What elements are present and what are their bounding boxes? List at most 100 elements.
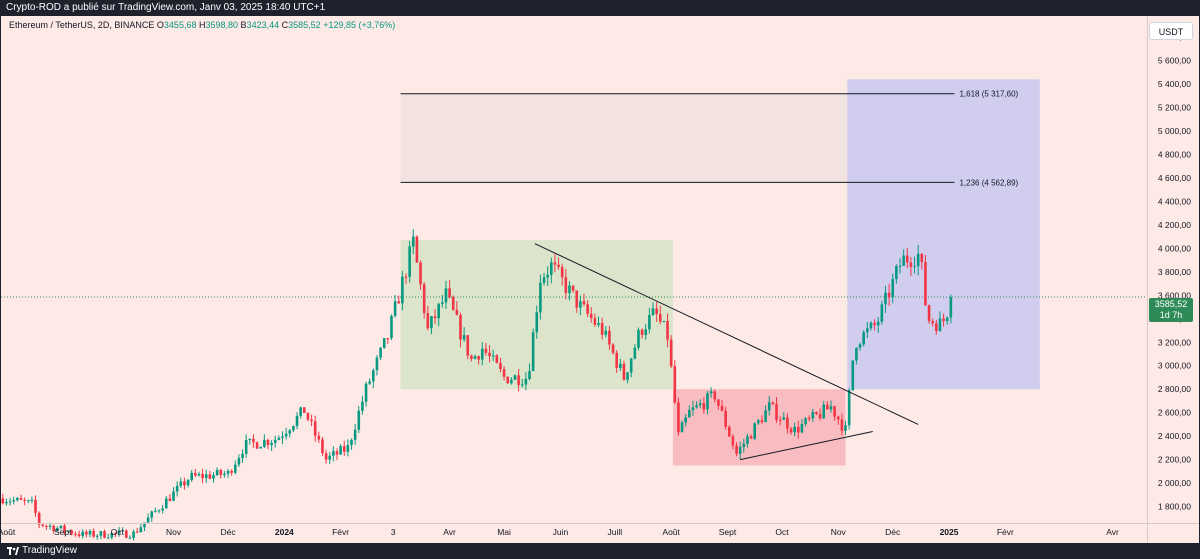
candle-down — [887, 283, 891, 306]
candle-down — [310, 414, 313, 427]
candle-up — [546, 266, 549, 286]
x-tick-label: Déc — [885, 527, 901, 537]
candle-body — [520, 384, 524, 386]
x-tick-label: Août — [1, 527, 16, 537]
candle-body — [706, 393, 709, 410]
candle-body — [931, 321, 934, 324]
candle-body — [411, 236, 415, 247]
candle-up — [913, 256, 916, 274]
candle-body — [244, 440, 248, 454]
candle-down — [70, 529, 74, 536]
currency-unit-button[interactable]: USDT — [1149, 22, 1193, 40]
candle-body — [513, 375, 517, 380]
candle-down — [183, 477, 186, 490]
candle-down — [589, 307, 593, 323]
candle-body — [746, 436, 749, 444]
candle-body — [150, 511, 154, 518]
candle-down — [927, 304, 931, 324]
candle-down — [77, 530, 81, 538]
y-tick-label: 2 600,00 — [1158, 408, 1191, 418]
current-price-value: 3585,52 — [1154, 299, 1188, 309]
candle-body — [800, 424, 804, 433]
candle-up — [902, 249, 905, 266]
candle-body — [459, 315, 462, 340]
y-tick-label: 2 200,00 — [1158, 455, 1191, 465]
candle-down — [114, 532, 117, 537]
candle-up — [738, 441, 742, 460]
candle-body — [786, 417, 789, 429]
candle-up — [691, 400, 695, 416]
x-tick-label: Déc — [220, 527, 236, 537]
candle-down — [920, 253, 924, 270]
candle-body — [74, 533, 77, 535]
y-tick-label: 2 400,00 — [1158, 431, 1191, 441]
candle-up — [480, 342, 484, 366]
candle-down — [557, 257, 560, 270]
x-tick-label: Oct — [111, 527, 125, 537]
chart-area[interactable]: 1,618 (5 317,60) 1,236 (4 562,89) 1 800,00… — [1, 16, 1199, 543]
candle-body — [510, 379, 513, 384]
candle-up — [284, 427, 288, 440]
candle-body — [582, 301, 586, 305]
candle-body — [302, 407, 306, 413]
candle-up — [110, 532, 114, 540]
candle-body — [157, 510, 161, 512]
x-tick-label: Juill — [608, 527, 623, 537]
candle-body — [880, 304, 884, 322]
candle-body — [103, 531, 106, 538]
candle-down — [600, 317, 604, 340]
candle-body — [905, 255, 909, 263]
candle-body — [531, 332, 535, 372]
candle-body — [735, 445, 738, 454]
candle-up — [59, 525, 63, 530]
candle-body — [771, 402, 775, 404]
candle-up — [215, 467, 219, 477]
candle-body — [8, 501, 12, 503]
candle-up — [462, 327, 466, 342]
candle-down — [324, 449, 328, 464]
price-chart[interactable]: 1,618 (5 317,60) 1,236 (4 562,89) 1 800,00… — [1, 16, 1199, 543]
candle-up — [30, 496, 34, 504]
candle-body — [335, 451, 339, 455]
candle-body — [186, 480, 190, 486]
candle-body — [619, 363, 622, 368]
candle-body — [477, 356, 480, 360]
y-tick-label: 3 200,00 — [1158, 337, 1191, 347]
candle-up — [811, 409, 815, 422]
candle-up — [197, 471, 201, 477]
candle-up — [528, 363, 531, 381]
candle-body — [753, 423, 757, 439]
candle-body — [717, 399, 720, 406]
candle-down — [677, 397, 680, 436]
candle-up — [644, 324, 648, 340]
candle-body — [5, 501, 8, 504]
candle-body — [114, 532, 117, 534]
x-tick-label: Févr — [332, 527, 349, 537]
candle-body — [713, 391, 717, 400]
candle-up — [121, 527, 124, 532]
candle-body — [332, 451, 335, 456]
candle-body — [724, 410, 727, 427]
candle-down — [194, 468, 197, 478]
candle-body — [292, 425, 295, 431]
candle-body — [404, 276, 408, 278]
candle-up — [847, 388, 851, 430]
candle-up — [204, 469, 208, 483]
candle-body — [673, 366, 677, 403]
candle-body — [658, 314, 662, 322]
candle-up — [237, 454, 241, 468]
candle-body — [397, 301, 401, 304]
candle-body — [622, 363, 626, 380]
candle-body — [691, 407, 695, 411]
candle-body — [688, 410, 691, 418]
candle-up — [190, 469, 193, 482]
candle-body — [190, 472, 193, 481]
candle-down — [717, 399, 720, 410]
candle-up — [742, 438, 746, 453]
candle-up — [430, 315, 433, 335]
candle-body — [230, 470, 233, 473]
candle-body — [448, 288, 451, 297]
candle-body — [757, 420, 760, 424]
candle-up — [876, 316, 880, 333]
candle-body — [197, 473, 201, 476]
